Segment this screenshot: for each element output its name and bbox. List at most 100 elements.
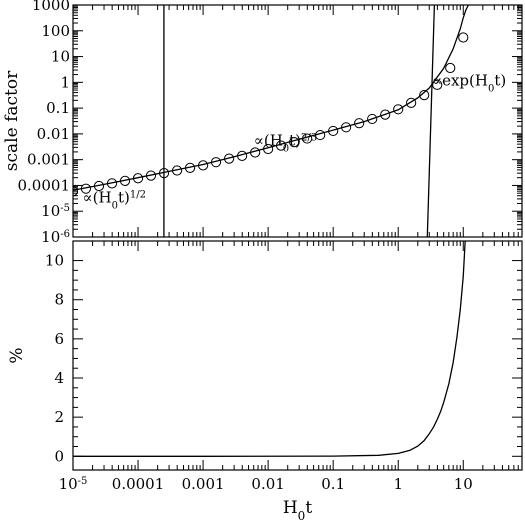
annotation-superscript: 1/2 [130,189,146,200]
top-marker-point [458,32,469,43]
bottom-x-tick-label: 10-5 [59,475,88,493]
top-marker-point [432,79,443,90]
top-marker-point [445,62,456,74]
top-marker-point [223,153,235,164]
bottom-y-tick-label-base: 4 [54,369,64,387]
annotation-text: ∝(H [83,188,112,206]
top-y-tick-label: 0.001 [27,151,70,169]
bottom-y-tick-label: 8 [54,291,64,309]
annotation-subscript: 0 [112,200,118,211]
bottom-y-tick-label-base: 6 [54,330,64,348]
top-y-tick-label-base: 0.0001 [18,176,71,194]
bottom-x-tick-label-base: 10 [59,475,78,493]
bottom-y-axis-label: % [7,347,27,363]
top-y-axis-label: scale factor [2,70,22,171]
annotation-subscript: 0 [488,83,494,94]
top-marker-point [210,157,222,168]
top-y-tick-label-base: 0.01 [37,125,70,143]
top-series [73,5,469,237]
top-y-tick-label: 10 [51,48,70,66]
top-marker-point [354,118,365,129]
top-marker-point [73,186,79,197]
top-marker-point [393,104,404,115]
bottom-y-tick-label-base: 8 [54,291,64,309]
bottom-x-tick-label: 0.001 [182,475,225,493]
bottom-y-tick-label: 10 [45,252,64,270]
top-marker-point [171,165,183,176]
top-y-tick-label-base: 10 [51,48,70,66]
annotation-text: ∝exp(H [432,72,488,90]
top-marker-point [302,133,313,144]
bottom-x-tick-label: 0.1 [321,475,345,493]
top-y-tick-label: 0.01 [37,125,70,143]
top-marker-point [119,175,131,187]
top-marker-point [263,143,274,155]
top-panel: 1000 100 10 1 0.1 0.01 0.001 0.0001 10-5 10-6 ∝(H… [2,0,523,246]
top-marker-point [106,178,118,189]
top-marker-point [237,150,248,161]
top-marker-point [419,89,430,101]
bottom-series-line-0 [73,241,466,457]
top-series-line-3 [426,5,436,237]
top-plot-frame [72,4,523,238]
x-axis-label-main: H [283,498,298,518]
annotation-tail: t) [289,132,301,150]
top-y-tick-label-base: 0.001 [27,151,70,169]
top-y-tick-label-sup: -6 [60,229,70,240]
annotation-tail: t) [494,72,506,90]
top-y-tick-label-base: 100 [41,22,70,40]
bottom-series [73,241,466,457]
bottom-x-tick-label-base: 0.01 [251,475,284,493]
bottom-y-tick-label-base: 0 [54,447,64,465]
top-marker-point [275,140,287,151]
bottom-x-tick-label-base: 10 [454,475,473,493]
top-y-tick-label-base: 1000 [32,0,70,14]
top-marker-point [380,109,391,120]
top-y-tick-label-sup: -5 [60,203,70,214]
top-y-tick-label-base: 0.1 [46,99,70,117]
bottom-y-tick-label: 0 [54,447,64,465]
bottom-y-tick-label: 6 [54,330,64,348]
bottom-x-tick-label-base: 0.0001 [112,475,165,493]
top-y-tick-label: 100 [41,22,70,40]
bottom-y-tick-label-base: 2 [54,408,64,426]
bottom-x-tick-label-sup: -5 [78,476,88,487]
top-y-tick-label: 10-6 [41,228,70,246]
top-marker-point [80,183,92,194]
bottom-ticks [72,241,523,470]
bottom-x-axis-label: H0t [283,498,312,521]
top-y-tick-label-base: 1 [60,73,70,91]
bottom-x-tick-label-base: 0.001 [182,475,225,493]
top-annotation-label: ∝exp(H0t) [432,72,506,95]
top-annotation-label: ∝(H0t)2/3 [254,132,317,155]
top-marker-point [197,160,209,171]
top-marker-point [250,147,261,158]
top-marker-point [340,122,352,133]
top-annotation-label: ∝(H0t)1/2 [83,188,146,211]
top-ticks [72,4,523,238]
top-marker-point [367,113,378,125]
top-marker-point [289,137,300,148]
top-y-tick-labels: 1000 100 10 1 0.1 0.01 0.001 0.0001 10-5 10-6 [18,0,71,246]
top-annotations: ∝(H0t)1/2∝(H0t)2/3∝exp(H0t) [83,72,507,211]
top-marker-point [315,129,326,141]
top-y-tick-label: 0.1 [46,99,70,117]
bottom-y-tick-label: 4 [54,369,64,387]
top-marker-point [132,173,144,184]
bottom-x-tick-label-base: 0.1 [321,475,345,493]
top-marker-point [93,180,105,192]
top-y-tick-label: 0.0001 [18,176,71,194]
top-y-tick-label: 1 [60,73,70,91]
annotation-tail: t) [118,188,130,206]
x-axis-label-subscript: 0 [298,509,306,521]
top-y-tick-label: 10-5 [41,202,70,220]
bottom-x-tick-label-base: 1 [393,475,403,493]
bottom-x-tick-label: 0.0001 [112,475,165,493]
bottom-y-tick-label: 2 [54,408,64,426]
top-series-line-0 [73,5,469,191]
bottom-plot-frame [72,240,523,471]
top-marker-point [145,170,157,181]
